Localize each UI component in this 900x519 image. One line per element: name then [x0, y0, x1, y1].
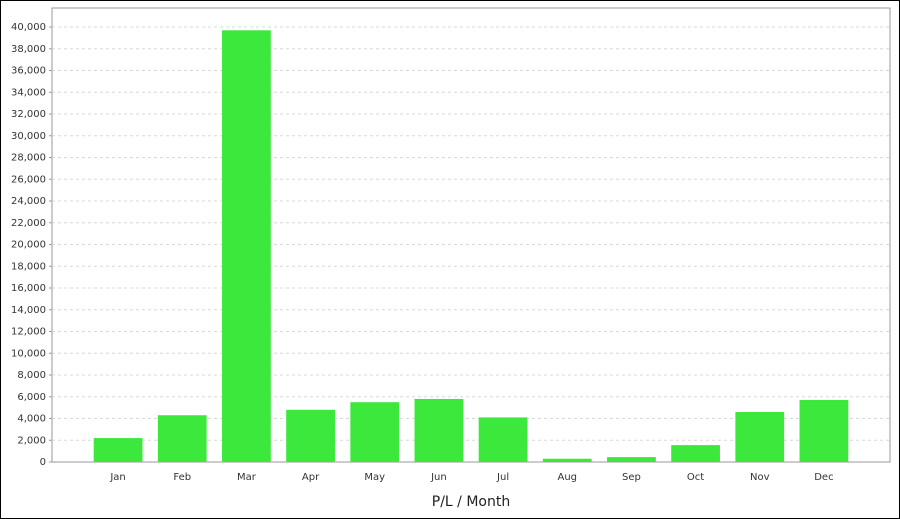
- x-tick-label: Dec: [814, 472, 833, 483]
- x-tick-label: Oct: [687, 472, 704, 483]
- bar: [799, 400, 849, 462]
- y-tick-label: 10,000: [11, 348, 46, 359]
- x-axis-label: P/L / Month: [432, 494, 510, 510]
- bar: [157, 415, 207, 462]
- y-tick-label: 6,000: [17, 392, 46, 403]
- bar: [93, 438, 143, 462]
- bar: [222, 30, 271, 463]
- x-tick-label: Mar: [237, 472, 257, 483]
- y-tick-label: 30,000: [11, 131, 46, 142]
- y-tick-label: 4,000: [17, 414, 46, 425]
- bar: [350, 402, 400, 462]
- y-tick-label: 14,000: [11, 305, 46, 316]
- bar: [671, 445, 720, 462]
- y-tick-label: 2,000: [17, 435, 46, 446]
- x-tick-label: Feb: [173, 472, 191, 483]
- y-tick-label: 38,000: [11, 44, 46, 55]
- bar: [478, 417, 528, 462]
- bar: [735, 411, 785, 462]
- y-tick-label: 32,000: [11, 109, 46, 120]
- y-tick-label: 20,000: [11, 240, 46, 251]
- x-tick-label: Apr: [302, 472, 320, 483]
- x-tick-label: Jul: [496, 472, 509, 483]
- x-tick-label: May: [364, 472, 385, 483]
- bar: [286, 409, 335, 462]
- bar: [542, 458, 592, 462]
- plot-area: [51, 7, 891, 463]
- x-tick-label: Jan: [109, 472, 125, 483]
- y-tick-label: 40,000: [11, 22, 46, 33]
- y-tick-label: 16,000: [11, 283, 46, 294]
- y-tick-label: 12,000: [11, 327, 46, 338]
- y-tick-label: 24,000: [11, 196, 46, 207]
- y-tick-label: 26,000: [11, 174, 46, 185]
- y-tick-label: 0: [40, 457, 46, 468]
- y-tick-label: 34,000: [11, 87, 46, 98]
- y-tick-label: 8,000: [17, 370, 46, 381]
- bar: [607, 457, 656, 462]
- x-tick-label: Jun: [430, 472, 447, 483]
- y-tick-label: 22,000: [11, 218, 46, 229]
- y-tick-label: 18,000: [11, 261, 46, 272]
- bar: [414, 398, 464, 462]
- y-tick-label: 36,000: [11, 66, 46, 77]
- x-tick-label: Nov: [750, 472, 770, 483]
- x-tick-label: Sep: [622, 472, 641, 483]
- y-tick-label: 28,000: [11, 153, 46, 164]
- x-tick-label: Aug: [557, 472, 577, 483]
